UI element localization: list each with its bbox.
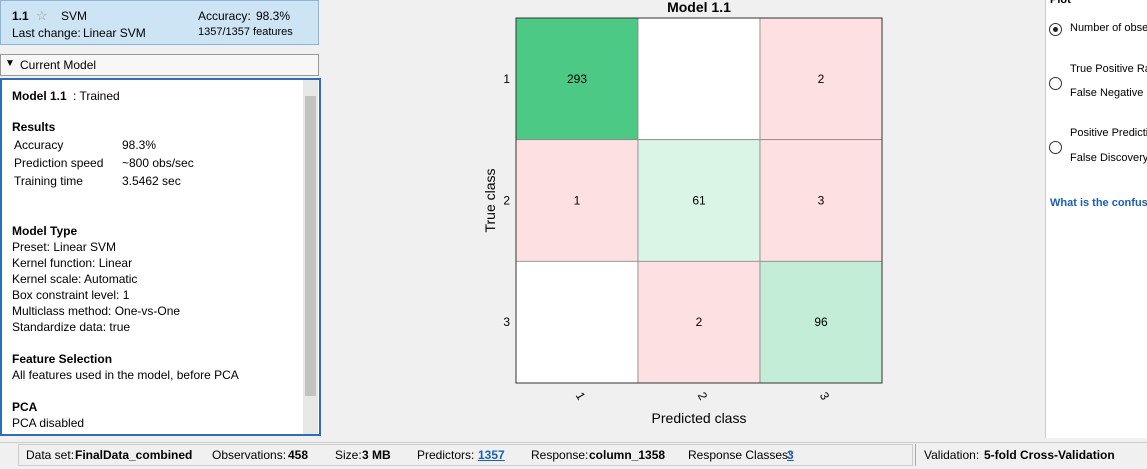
status-label: Validation: xyxy=(924,448,980,462)
status-label: Predictors: xyxy=(417,448,475,462)
status-value: column_1358 xyxy=(589,448,666,462)
status-label: Response: xyxy=(531,448,589,462)
last-change: Linear SVM xyxy=(83,26,146,40)
matrix-cell xyxy=(637,260,761,384)
detail-line: Multiclass method: One-vs-One xyxy=(12,304,181,318)
y-tick-label: 1 xyxy=(503,72,510,86)
model-id: 1.1 xyxy=(12,9,29,23)
label: Accuracy: xyxy=(198,9,251,23)
cell-label: 2 xyxy=(818,72,825,86)
matrix-cell xyxy=(759,139,883,262)
cell-label: 293 xyxy=(567,72,587,86)
row-label: Training time xyxy=(14,174,83,188)
detail-line: Standardize data: true xyxy=(12,320,131,334)
matrix-cell xyxy=(515,260,639,384)
label: Last change: xyxy=(12,26,81,40)
star-icon[interactable]: ☆ xyxy=(36,8,48,23)
section-heading: Model Type xyxy=(12,224,78,238)
chart: Model 1.1 293 2 1 61 3 2 96 1 2 3 1 2 3 Predicted clas… xyxy=(482,0,883,426)
option-label[interactable]: Number of obse xyxy=(1070,22,1147,34)
cell-label: 96 xyxy=(814,315,828,329)
row-value: ~800 obs/sec xyxy=(122,156,194,170)
x-axis-label: Predicted class xyxy=(652,410,747,426)
status-label: Observations: xyxy=(212,448,287,462)
help-link[interactable]: What is the confus xyxy=(1050,197,1147,209)
status-value: FinalData_combined xyxy=(75,448,193,462)
status-value: 3 MB xyxy=(362,448,391,462)
option-label[interactable]: True Positive Ra xyxy=(1070,63,1147,75)
cell-label: 61 xyxy=(692,194,706,208)
radio-dot xyxy=(1053,27,1058,32)
current-model-header[interactable] xyxy=(0,54,319,76)
status-frame xyxy=(18,444,913,466)
current-model-panel xyxy=(0,78,321,436)
radio-button[interactable] xyxy=(1049,23,1062,36)
cell-label: 3 xyxy=(818,194,825,208)
detail-line: Box constraint level: 1 xyxy=(12,288,130,302)
section-heading: PCA xyxy=(12,400,38,414)
radio-button[interactable] xyxy=(1049,77,1062,90)
status-label: Data set: xyxy=(26,448,75,462)
cell-label: 2 xyxy=(696,315,703,329)
row-label: Accuracy xyxy=(14,138,64,152)
collapse-icon[interactable]: ▼ xyxy=(5,58,15,69)
detail-line: All features used in the model, before P… xyxy=(12,368,239,382)
option-label[interactable]: False Negative F xyxy=(1070,87,1147,99)
right-panel xyxy=(1045,0,1147,438)
model-list[interactable] xyxy=(0,0,319,45)
model-name: SVM xyxy=(61,9,88,23)
plot-frame xyxy=(515,17,883,384)
option-label[interactable]: False Discovery xyxy=(1070,152,1147,164)
detail-line: Preset: Linear SVM xyxy=(12,240,117,254)
status-separator xyxy=(915,444,916,466)
detail-line: PCA disabled xyxy=(12,416,85,430)
status-value[interactable]: 1357 xyxy=(478,448,505,462)
row-value: 3.5462 sec xyxy=(122,174,181,188)
detail-line: Kernel function: Linear xyxy=(12,256,133,270)
status-value: 5-fold Cross-Validation xyxy=(984,448,1115,462)
x-tick-label: 3 xyxy=(817,390,833,403)
y-axis-label: True class xyxy=(482,168,498,232)
matrix-cell xyxy=(515,139,639,262)
detail-line: Kernel scale: Automatic xyxy=(12,272,138,286)
radio-button[interactable] xyxy=(1049,141,1062,154)
cell-label: 1 xyxy=(574,194,581,208)
section-heading: Feature Selection xyxy=(12,352,113,366)
chart-title: Model 1.1 xyxy=(667,0,731,15)
panel-header[interactable]: Current Model xyxy=(20,58,97,72)
status-bar xyxy=(0,442,1147,469)
panel-header: Plot xyxy=(1050,0,1071,6)
y-tick-label: 2 xyxy=(503,194,510,208)
section-heading: Results xyxy=(12,120,56,134)
status-value[interactable]: 3 xyxy=(787,448,794,462)
option-label[interactable]: Positive Predicti xyxy=(1070,127,1147,139)
status-label: Response Classes: xyxy=(688,448,792,462)
accuracy: 98.3% xyxy=(256,9,291,23)
status-value: 458 xyxy=(288,448,309,462)
status-label: Size: xyxy=(335,448,362,462)
model-status: : Trained xyxy=(73,89,120,103)
scrollbar-thumb[interactable] xyxy=(305,96,316,396)
row-label: Prediction speed xyxy=(14,156,104,170)
row-value: 98.3% xyxy=(122,138,157,152)
y-tick-label: 3 xyxy=(503,315,510,329)
x-tick-label: 1 xyxy=(573,390,589,403)
x-tick-label: 2 xyxy=(695,390,711,403)
model-title: Model 1.1 xyxy=(12,89,67,103)
matrix-cell xyxy=(759,17,883,141)
features: 1357/1357 features xyxy=(198,26,293,38)
matrix-cell xyxy=(637,17,761,141)
matrix-cell xyxy=(759,260,883,384)
